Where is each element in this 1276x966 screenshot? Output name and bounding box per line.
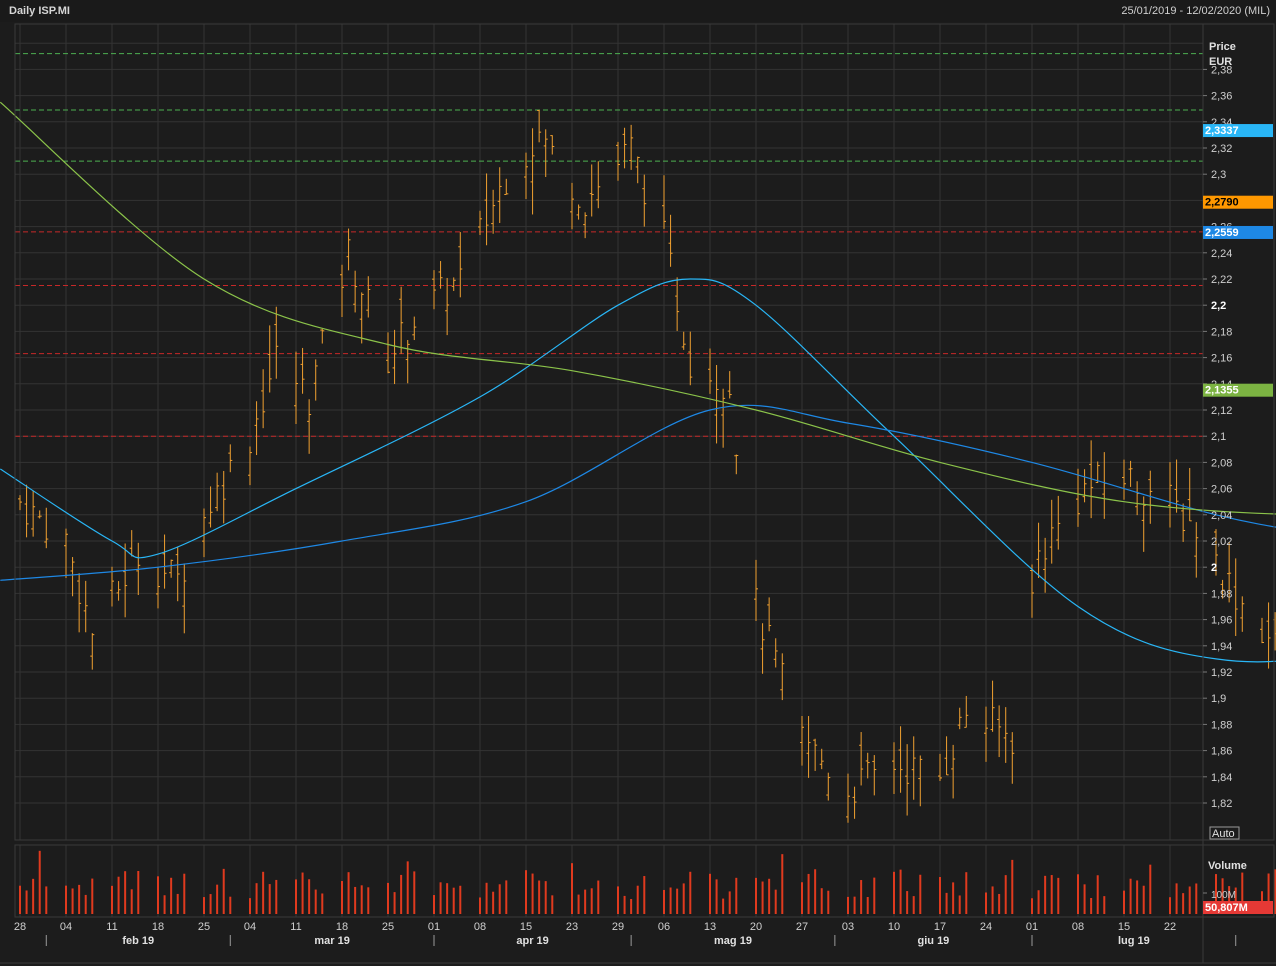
auto-scale-label: Auto (1212, 828, 1235, 840)
price-tick-label: 1,84 (1211, 772, 1232, 784)
moving-average-line-2 (0, 404, 1276, 581)
price-tick-label: 1,88 (1211, 719, 1232, 731)
price-tick-label: 2,04 (1211, 510, 1232, 522)
pane-borders (0, 23, 1276, 964)
volume-tick-label: 100M (1211, 890, 1236, 901)
day-tick-label: 06 (658, 921, 670, 933)
volume-tag (1203, 901, 1273, 914)
price-tick-label: 2,18 (1211, 326, 1232, 338)
price-tick-label: 2,22 (1211, 274, 1232, 286)
day-tick-label: 08 (1072, 921, 1084, 933)
day-tick-label: 04 (244, 921, 256, 933)
price-tick-label: 2,16 (1211, 353, 1232, 365)
day-tick-label: 13 (704, 921, 716, 933)
ohlc-bars (18, 109, 1276, 823)
volume-bars (19, 850, 1276, 914)
day-tick-label: 04 (60, 921, 72, 933)
volume-pane-border (14, 844, 1275, 918)
day-tick-label: 25 (382, 921, 394, 933)
day-tick-label: 20 (750, 921, 762, 933)
month-label: mar 19 (314, 935, 349, 947)
price-tick-label: 2,3 (1211, 169, 1226, 181)
moving-averages (0, 101, 1276, 663)
price-tick-label: 1,82 (1211, 798, 1232, 810)
price-tick-label: 2,36 (1211, 91, 1232, 103)
price-tag (1203, 195, 1273, 209)
price-tick-label: 2,12 (1211, 405, 1232, 417)
price-tick-label: 2,2 (1211, 300, 1226, 312)
day-tick-label: 17 (934, 921, 946, 933)
day-tick-label: 15 (520, 921, 532, 933)
price-tag-label: 2,2790 (1205, 197, 1239, 209)
price-tick-label: 2,02 (1211, 536, 1232, 548)
price-tick-label: 1,94 (1211, 641, 1232, 653)
price-tick-label: 1,92 (1211, 667, 1232, 679)
price-tag (1203, 124, 1273, 138)
price-tick-label: 1,9 (1211, 693, 1226, 705)
price-tick-label: 2,08 (1211, 457, 1232, 469)
day-tick-label: 11 (106, 921, 117, 933)
day-tick-label: 24 (980, 921, 992, 933)
month-label: giu 19 (918, 935, 950, 947)
price-tag (1203, 383, 1273, 397)
auto-scale-button[interactable] (1209, 826, 1240, 840)
month-label: lug 19 (1118, 935, 1150, 947)
price-axis-title: Price (1209, 41, 1236, 53)
price-tag (1203, 225, 1273, 239)
chart-header: Daily ISP.MI 25/01/2019 - 12/02/2020 (MI… (0, 0, 1276, 22)
day-tick-label: 23 (566, 921, 578, 933)
price-tick-label: 2,24 (1211, 248, 1232, 260)
price-tag-label: 2,3337 (1205, 125, 1239, 137)
price-tag-label: 2,2559 (1205, 227, 1239, 239)
price-tick-label: 2,1 (1211, 431, 1226, 443)
day-tick-label: 10 (888, 921, 900, 933)
grid (15, 24, 1203, 917)
time-axis: 28 04 11 18 25 04 11 18 25 01 08 15 23 29 06 13 20 27 03 10… (14, 921, 1237, 947)
day-tick-label: 01 (1026, 921, 1038, 933)
day-tick-label: 29 (612, 921, 624, 933)
price-tick-label: 2 (1211, 562, 1217, 574)
day-tick-label: 08 (474, 921, 486, 933)
price-tick-label: 2,32 (1211, 143, 1232, 155)
day-tick-label: 11 (290, 921, 301, 933)
day-tick-label: 15 (1118, 921, 1130, 933)
day-tick-label: 27 (796, 921, 808, 933)
day-tick-label: 18 (152, 921, 164, 933)
price-tags: 2,3337 2,2790 2,2559 2,1355 50,807M (1203, 124, 1273, 914)
level-lines (15, 53, 1203, 437)
day-tick-label: 01 (428, 921, 440, 933)
price-pane-border (14, 23, 1275, 841)
moving-average-line-1 (0, 278, 1276, 663)
price-tick-label: 1,98 (1211, 588, 1232, 600)
day-tick-label: 25 (198, 921, 210, 933)
volume-tag-label: 50,807M (1205, 902, 1248, 914)
month-label: mag 19 (714, 935, 752, 947)
day-tick-label: 03 (842, 921, 854, 933)
moving-average-line-3 (0, 101, 1276, 515)
volume-axis-title: Volume (1208, 860, 1247, 872)
day-tick-label: 28 (14, 921, 26, 933)
price-axis-currency: EUR (1209, 56, 1232, 68)
date-range: 25/01/2019 - 12/02/2020 (MIL) (1121, 5, 1270, 17)
month-label: feb 19 (122, 935, 154, 947)
price-tick-label: 2,06 (1211, 484, 1232, 496)
price-tag-label: 2,1355 (1205, 385, 1239, 397)
day-tick-label: 18 (336, 921, 348, 933)
price-tick-label: 1,86 (1211, 746, 1232, 758)
price-tick-label: 1,96 (1211, 615, 1232, 627)
price-tick-label: 2,38 (1211, 64, 1232, 76)
month-label: apr 19 (516, 935, 548, 947)
day-tick-label: 22 (1164, 921, 1176, 933)
chart-title: Daily ISP.MI (9, 5, 70, 17)
